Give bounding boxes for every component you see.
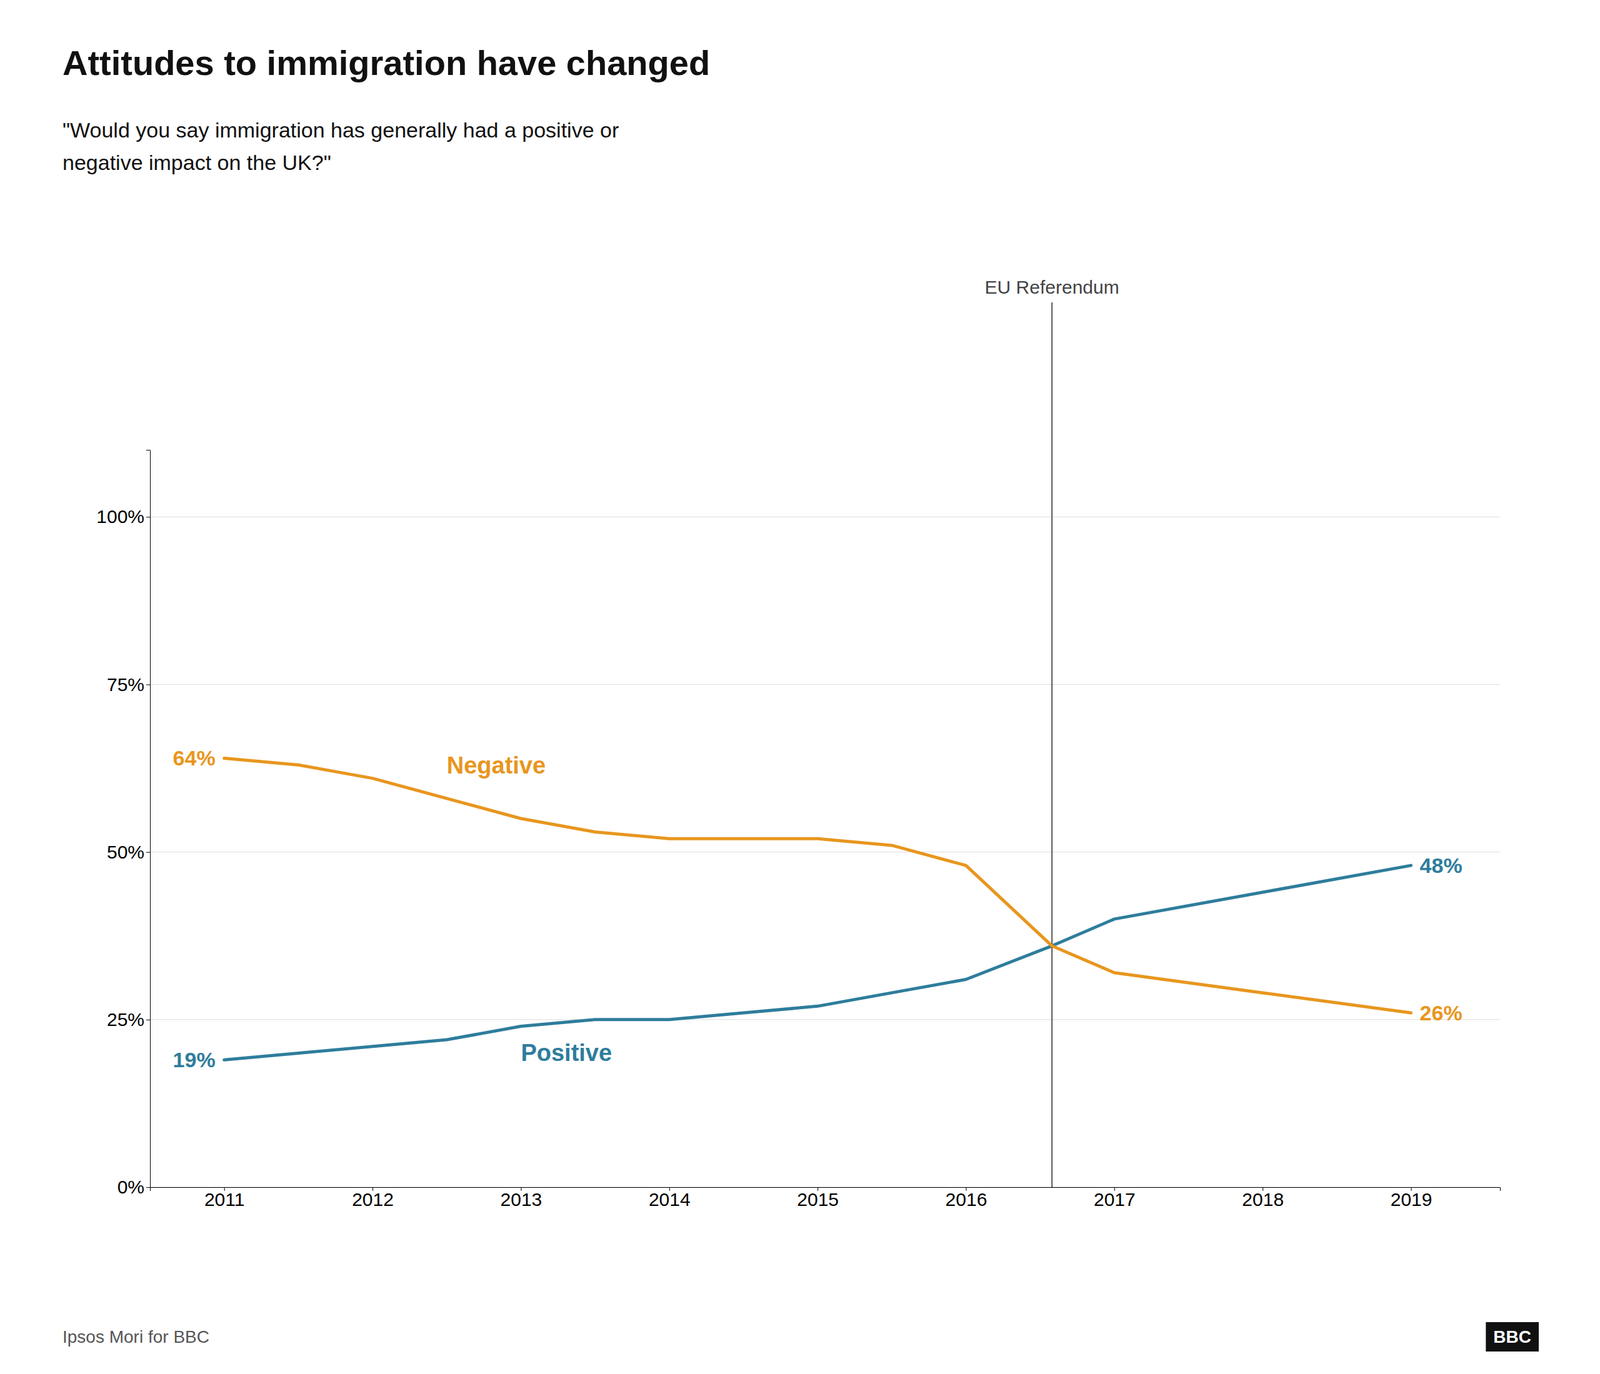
x-tick-label: 2018 — [1241, 1189, 1284, 1210]
y-tick-mark — [146, 1187, 150, 1189]
y-tick: 75% — [106, 674, 150, 695]
y-tick-mark — [146, 684, 150, 685]
y-tick-mark — [146, 852, 150, 854]
y-tick-label: 50% — [106, 841, 145, 863]
y-tick: 50% — [106, 841, 150, 863]
series-label: Positive — [520, 1040, 612, 1067]
x-tick: 2012 — [351, 1187, 394, 1210]
grid-line — [150, 516, 1500, 518]
x-tick-label: 2019 — [1390, 1189, 1433, 1210]
value-label: 19% — [173, 1048, 216, 1072]
series-line — [224, 865, 1412, 1060]
x-tick: 2015 — [796, 1187, 839, 1210]
subtitle: "Would you say immigration has generally… — [62, 118, 619, 175]
credit: BBC — [1493, 1327, 1532, 1347]
y-axis-line — [146, 450, 151, 1189]
y-tick: 0% — [117, 1176, 150, 1198]
subtitle-line: "Would you say immigration has generally… — [62, 118, 619, 142]
footer: Ipsos Mori for BBC BBC — [62, 1322, 1539, 1352]
x-tick: 2017 — [1093, 1187, 1136, 1210]
x-tick-label: 2012 — [351, 1189, 394, 1210]
y-axis: 0% 25% 50% 75% 100% — [96, 450, 150, 1199]
grid-line — [150, 1019, 1500, 1020]
lines — [224, 758, 1412, 1060]
chart: Attitudes to immigration have changed "Wo… — [0, 0, 1600, 1374]
y-tick-label: 25% — [106, 1009, 145, 1030]
x-tick-label: 2014 — [648, 1189, 691, 1210]
credit-box — [1485, 1322, 1539, 1352]
x-tick: 2019 — [1390, 1187, 1433, 1210]
x-tick: 2016 — [945, 1187, 988, 1210]
x-tick: 2011 — [204, 1187, 245, 1210]
annotation-label: EU Referendum — [985, 276, 1120, 298]
grid-line — [150, 684, 1500, 685]
grid — [150, 516, 1500, 1188]
series-label: Negative — [446, 752, 546, 779]
x-axis: 2011 2012 2013 2014 2015 2016 2017 2018 2019 — [150, 1187, 1501, 1210]
series-line — [224, 758, 1412, 1014]
y-tick-label: 100% — [96, 506, 145, 527]
source: Ipsos Mori for BBC — [62, 1327, 210, 1347]
labels: 19% 48% 64% 26% Positive Negative — [173, 746, 1463, 1072]
x-tick: 2014 — [648, 1187, 691, 1210]
y-tick-label: 75% — [106, 674, 145, 695]
grid-line — [150, 851, 1500, 853]
x-tick-label: 2016 — [945, 1189, 988, 1210]
x-tick-label: 2013 — [500, 1189, 543, 1210]
x-tick: 2018 — [1241, 1187, 1284, 1210]
title: Attitudes to immigration have changed — [62, 43, 710, 83]
x-tick-label: 2015 — [796, 1189, 839, 1210]
value-label: 64% — [173, 746, 216, 770]
y-tick: 100% — [96, 506, 150, 527]
y-tick-mark — [146, 1020, 150, 1021]
x-tick: 2013 — [500, 1187, 543, 1210]
reference-line — [1051, 302, 1053, 1188]
y-tick-mark — [146, 516, 150, 518]
value-label: 26% — [1420, 1001, 1463, 1025]
y-tick: 25% — [106, 1009, 150, 1030]
x-tick-label: 2017 — [1093, 1189, 1136, 1210]
annotations: EU Referendum — [985, 276, 1120, 1188]
x-tick-label: 2011 — [204, 1189, 245, 1210]
subtitle-line: negative impact on the UK?" — [62, 150, 332, 175]
y-tick-label: 0% — [117, 1176, 145, 1198]
value-label: 48% — [1420, 853, 1463, 878]
